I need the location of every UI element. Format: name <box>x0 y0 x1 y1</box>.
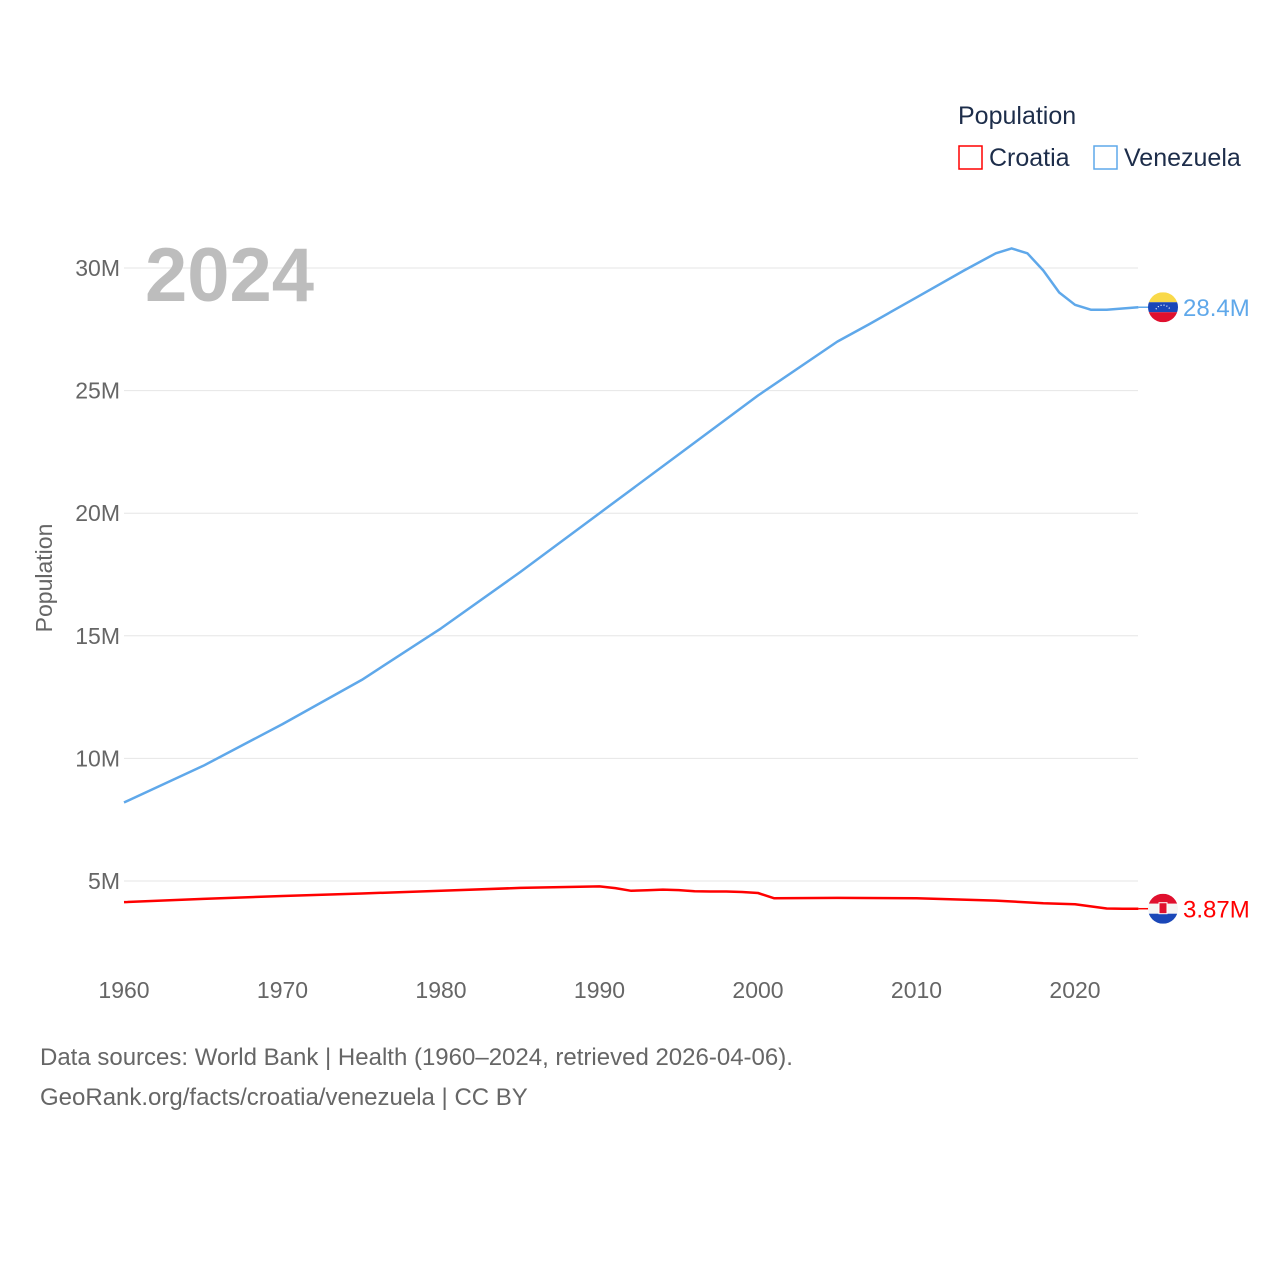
legend-swatch-venezuela <box>1093 145 1118 170</box>
legend-swatch-croatia <box>958 145 983 170</box>
legend-item-croatia: Croatia <box>989 144 1070 172</box>
end-value-label-venezuela: 28.4M <box>1183 295 1250 322</box>
venezuela-flag-icon <box>1148 292 1178 323</box>
x-tick-label: 1990 <box>574 977 625 1003</box>
croatia-flag-icon <box>1148 893 1178 924</box>
y-tick-label: 25M <box>75 378 120 404</box>
data-source-note: Data sources: World Bank | Health (1960–… <box>40 1044 793 1071</box>
year-label: 2024 <box>145 233 314 318</box>
x-tick-label: 2010 <box>891 977 942 1003</box>
y-tick-label: 30M <box>75 255 120 281</box>
x-tick-label: 1970 <box>257 977 308 1003</box>
legend-title: Population <box>958 102 1076 130</box>
series-line-venezuela <box>123 247 1139 804</box>
source-link[interactable]: GeoRank.org/facts/croatia/venezuela | CC… <box>40 1084 528 1111</box>
y-tick-label: 20M <box>75 500 120 526</box>
y-tick-label: 10M <box>75 745 120 771</box>
x-tick-label: 2000 <box>732 977 783 1003</box>
x-tick-label: 1980 <box>415 977 466 1003</box>
y-tick-label: 15M <box>75 623 120 649</box>
x-tick-label: 2020 <box>1049 977 1100 1003</box>
x-tick-label: 1960 <box>98 977 149 1003</box>
end-value-label-croatia: 3.87M <box>1183 897 1250 924</box>
y-axis-label: Population <box>31 524 57 633</box>
y-tick-label: 5M <box>88 868 120 894</box>
series-line-croatia <box>123 885 1139 910</box>
legend-item-venezuela: Venezuela <box>1124 144 1241 172</box>
